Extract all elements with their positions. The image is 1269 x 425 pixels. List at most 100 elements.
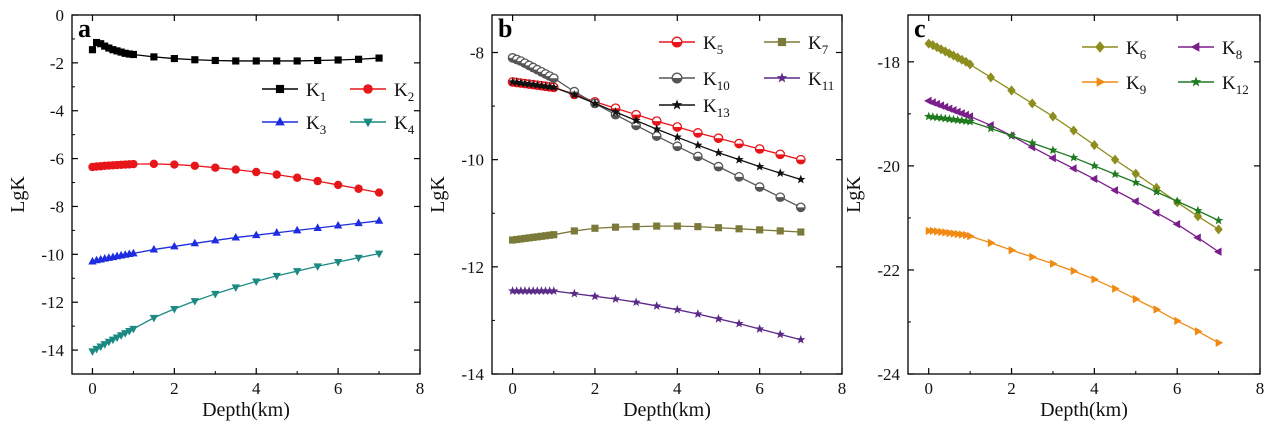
data-point	[569, 90, 579, 99]
data-point	[529, 233, 537, 241]
legend-marker	[671, 36, 683, 48]
data-point	[934, 227, 942, 236]
data-point	[375, 54, 383, 62]
data-point	[549, 286, 559, 295]
data-point	[313, 176, 322, 186]
legend-marker	[1190, 76, 1202, 87]
x-tick-label: 6	[755, 379, 764, 398]
data-point	[958, 230, 967, 239]
data-point	[1007, 85, 1016, 96]
data-point	[170, 160, 179, 169]
data-point	[108, 336, 118, 345]
data-point	[652, 124, 662, 134]
data-point	[1193, 211, 1203, 222]
x-tick-label: 2	[591, 379, 600, 398]
x-tick-label: 2	[170, 379, 179, 398]
data-point	[938, 227, 946, 237]
legend-label: K5	[703, 33, 723, 57]
data-point	[936, 113, 946, 122]
data-point	[252, 57, 260, 65]
legend-label: K13	[703, 96, 730, 120]
data-point	[211, 290, 220, 299]
data-point	[292, 268, 302, 276]
series-line	[92, 252, 380, 352]
data-point	[231, 165, 240, 174]
data-point	[548, 73, 559, 84]
y-tick-label: -4	[50, 102, 65, 121]
y-tick-label: -8	[470, 44, 484, 63]
x-tick-label: 0	[924, 379, 933, 398]
data-point	[313, 263, 322, 271]
data-point	[776, 227, 784, 235]
series-line	[512, 290, 801, 341]
data-point	[986, 72, 996, 83]
data-point	[944, 114, 955, 123]
y-tick-label: -14	[41, 341, 64, 360]
data-point	[334, 56, 342, 64]
legend-label: K12	[1222, 73, 1249, 97]
data-point	[532, 286, 542, 295]
data-point	[672, 304, 682, 314]
x-tick-label: 4	[252, 379, 261, 398]
data-point	[941, 46, 950, 57]
data-point	[755, 324, 765, 333]
data-point	[651, 116, 662, 126]
data-point	[965, 116, 975, 126]
data-point	[796, 334, 806, 344]
data-point	[516, 78, 526, 87]
x-tick-label: 0	[508, 379, 517, 398]
legend-entry: K12	[1178, 73, 1249, 97]
data-point	[1050, 259, 1058, 268]
data-point	[520, 78, 530, 88]
data-point	[961, 116, 971, 126]
x-tick-label: 0	[88, 379, 97, 398]
data-point	[541, 232, 550, 240]
data-point	[507, 77, 518, 86]
data-point	[924, 111, 934, 121]
data-point	[713, 313, 724, 323]
data-point	[109, 46, 117, 54]
data-point	[113, 47, 121, 55]
data-point	[190, 161, 200, 170]
data-point	[932, 42, 942, 53]
y-tick-label: -18	[877, 53, 900, 72]
data-point	[1070, 266, 1079, 276]
data-point	[693, 128, 703, 138]
data-point	[928, 112, 938, 121]
data-point	[775, 329, 785, 339]
legend-entry: K3	[262, 113, 326, 137]
legend-marker	[776, 72, 788, 83]
data-point	[1194, 327, 1203, 336]
data-point	[932, 112, 942, 122]
data-point	[96, 343, 105, 352]
data-point	[149, 314, 159, 323]
data-point	[292, 225, 302, 234]
data-point	[942, 228, 950, 237]
data-point	[754, 144, 765, 154]
x-axis-label: Depth(km)	[623, 399, 711, 421]
data-point	[590, 291, 600, 301]
legend-label: K10	[703, 69, 730, 93]
y-tick-label: -24	[877, 365, 900, 384]
data-point	[949, 50, 958, 61]
data-point	[1131, 177, 1141, 187]
data-point	[734, 138, 744, 149]
data-point	[521, 234, 529, 243]
data-point	[92, 345, 101, 354]
data-point	[272, 228, 281, 236]
data-point	[1069, 125, 1078, 136]
data-point	[516, 286, 526, 295]
data-point	[672, 122, 683, 132]
data-point	[929, 226, 938, 236]
data-point	[1069, 164, 1077, 173]
data-point	[1091, 275, 1099, 284]
data-point	[374, 188, 384, 197]
data-point	[252, 278, 261, 286]
data-point	[354, 254, 363, 263]
y-axis-label: LgK	[427, 176, 449, 213]
series-K11	[507, 286, 806, 344]
data-point	[97, 40, 105, 48]
data-point	[610, 294, 621, 303]
data-point	[953, 115, 963, 125]
